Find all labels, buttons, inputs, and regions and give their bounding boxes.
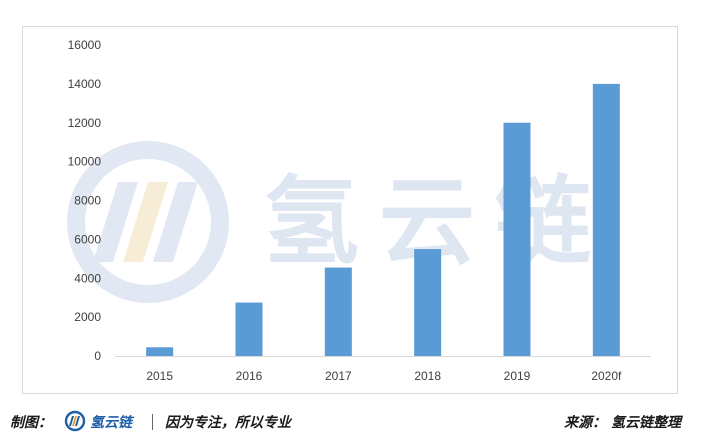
chart-frame: 氢云链 0 2000 4000 6000 8000 10000 12000 14000 1600… [22,26,678,394]
y-tick-label: 0 [94,349,101,363]
x-tick-label: 2015 [146,369,173,383]
footer-brand-name: 氢云链 [90,415,132,431]
hydrogen-cloud-chain-logo-icon [64,410,86,432]
footer-source: 来源： 氢云链整理 [564,415,681,431]
y-tick-label: 4000 [74,271,101,285]
footer: 制图： 氢云链 因为专注，所以专业 来源： 氢云链整理 [0,400,703,440]
y-tick-label: 2000 [74,310,101,324]
footer-divider [152,414,153,430]
x-tick-label: 2020f [591,369,622,383]
bar-2015 [146,347,174,356]
footer-credit-label: 制图： [10,415,52,431]
x-tick-label: 2016 [236,369,263,383]
x-tick-label: 2017 [325,369,352,383]
y-tick-label: 6000 [74,232,101,246]
y-tick-label: 14000 [68,77,102,91]
watermark-emblem-icon [67,141,229,303]
y-tick-label: 8000 [74,194,101,208]
bar-2019 [503,122,531,356]
y-tick-label: 16000 [68,38,102,52]
bar-2018 [414,249,442,356]
bar-2017 [324,267,352,356]
y-tick-label: 12000 [68,116,102,130]
x-tick-label: 2018 [414,369,441,383]
footer-slogan: 因为专注，所以专业 [165,415,291,431]
x-tick-label: 2019 [504,369,531,383]
bar-chart: 0 2000 4000 6000 8000 10000 12000 14000 16000 201… [68,38,651,383]
bar-2016 [235,302,263,356]
y-tick-label: 10000 [68,155,102,169]
bar-2020f [592,83,620,356]
